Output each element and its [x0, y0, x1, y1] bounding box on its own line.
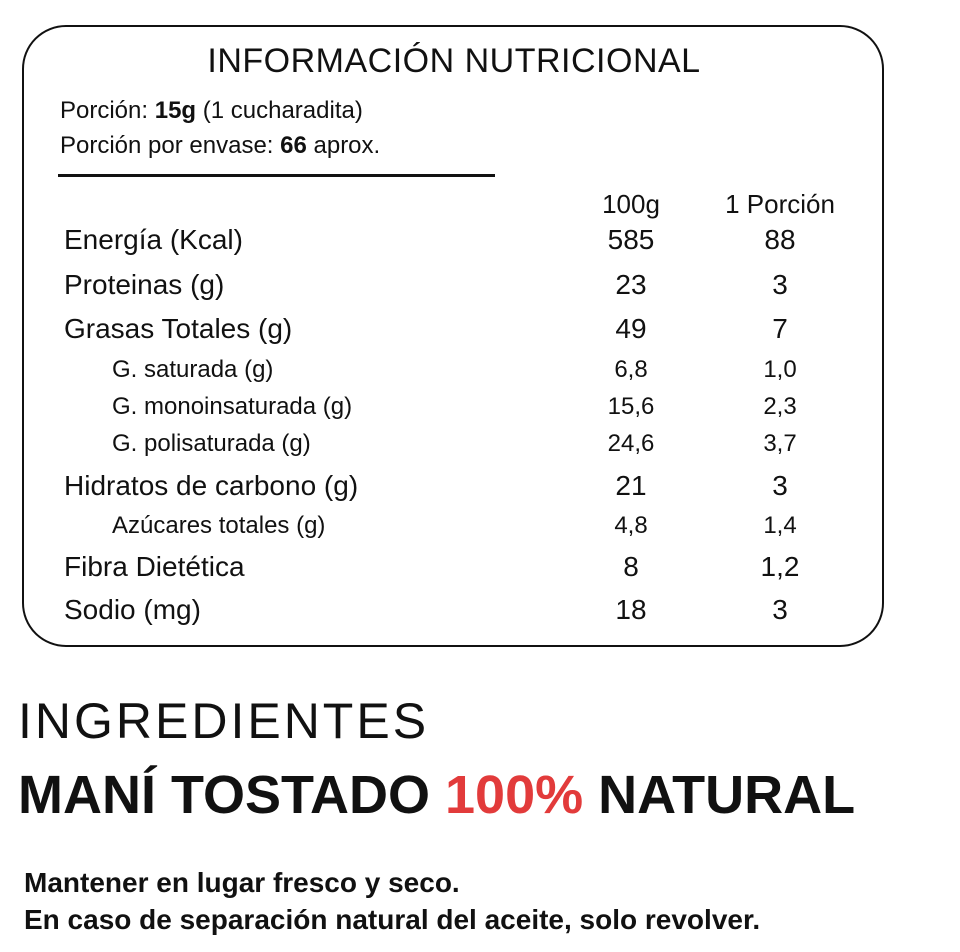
value-per-portion: 3 — [772, 470, 788, 501]
portion-label: Porción: — [60, 97, 155, 124]
nutrient-label: Sodio (mg) — [64, 594, 201, 625]
value-per-100g: 21 — [615, 470, 647, 501]
value-per-portion: 3,7 — [763, 430, 797, 457]
portion-size: Porción: 15g (1 cucharadita) — [60, 97, 363, 125]
value-per-100g: 4,8 — [614, 512, 648, 539]
product-name-suffix: NATURAL — [583, 765, 856, 825]
nutrient-row: G. monoinsaturada (g) 15,6 2,3 — [0, 393, 900, 433]
nutrition-title: INFORMACIÓN NUTRICIONAL — [207, 42, 701, 80]
value-per-100g: 49 — [615, 313, 647, 344]
nutrient-label: Hidratos de carbono (g) — [64, 470, 359, 501]
nutrient-row: Grasas Totales (g) 49 7 — [0, 313, 900, 353]
storage-note: Mantener en lugar fresco y seco. — [24, 867, 460, 898]
nutrient-label: G. monoinsaturada (g) — [112, 393, 353, 420]
ingredients-text: MANÍ TOSTADO 100% NATURAL — [18, 764, 855, 826]
nutrient-label: Grasas Totales (g) — [64, 313, 293, 344]
nutrient-label: Energía (Kcal) — [64, 224, 243, 255]
value-per-100g: 15,6 — [607, 393, 655, 420]
column-header-100g: 100g — [602, 189, 660, 219]
value-per-portion: 3 — [772, 269, 788, 300]
nutrient-row: Fibra Dietética 8 1,2 — [0, 551, 900, 591]
per-pack-detail: aprox. — [306, 132, 381, 159]
nutrient-row: G. polisaturada (g) 24,6 3,7 — [0, 430, 900, 470]
value-per-portion: 88 — [764, 224, 796, 255]
nutrient-row: Hidratos de carbono (g) 21 3 — [0, 470, 900, 510]
nutrient-row: Sodio (mg) 18 3 — [0, 594, 900, 634]
value-per-portion: 2,3 — [763, 393, 797, 420]
value-per-100g: 24,6 — [607, 430, 655, 457]
portion-detail: (1 cucharadita) — [196, 97, 363, 124]
value-per-100g: 23 — [615, 269, 647, 300]
nutrient-label: G. polisaturada (g) — [112, 430, 311, 457]
value-per-100g: 6,8 — [614, 356, 648, 383]
nutrient-label: Proteinas (g) — [64, 269, 225, 300]
nutrient-label: Fibra Dietética — [64, 551, 245, 582]
ingredients-heading: INGREDIENTES — [18, 693, 430, 749]
oil-separation-note: En caso de separación natural del aceite… — [24, 904, 761, 935]
nutrient-row: Energía (Kcal) 585 88 — [0, 224, 900, 264]
per-pack-value: 66 — [280, 132, 307, 159]
nutrition-table-frame — [22, 25, 884, 647]
portions-per-pack: Porción por envase: 66 aprox. — [60, 132, 380, 160]
nutrient-row: Proteinas (g) 23 3 — [0, 269, 900, 309]
column-headers: 100g 1 Porción — [0, 189, 900, 229]
divider — [58, 174, 495, 177]
value-per-100g: 18 — [615, 594, 647, 625]
value-per-portion: 1,2 — [760, 551, 800, 582]
portion-value: 15g — [154, 97, 197, 124]
value-per-100g: 8 — [623, 551, 639, 582]
value-per-portion: 3 — [772, 594, 788, 625]
nutrient-label: G. saturada (g) — [112, 356, 274, 383]
product-name: MANÍ TOSTADO — [18, 765, 445, 825]
value-per-portion: 1,0 — [763, 356, 797, 383]
nutrient-row: G. saturada (g) 6,8 1,0 — [0, 356, 900, 396]
value-per-portion: 7 — [772, 313, 788, 344]
value-per-portion: 1,4 — [763, 512, 797, 539]
value-per-100g: 585 — [607, 224, 655, 255]
product-highlight: 100% — [445, 765, 584, 825]
per-pack-label: Porción por envase: — [60, 132, 281, 159]
column-header-portion: 1 Porción — [725, 189, 835, 219]
nutrient-label: Azúcares totales (g) — [112, 512, 326, 539]
nutrient-row: Azúcares totales (g) 4,8 1,4 — [0, 512, 900, 552]
